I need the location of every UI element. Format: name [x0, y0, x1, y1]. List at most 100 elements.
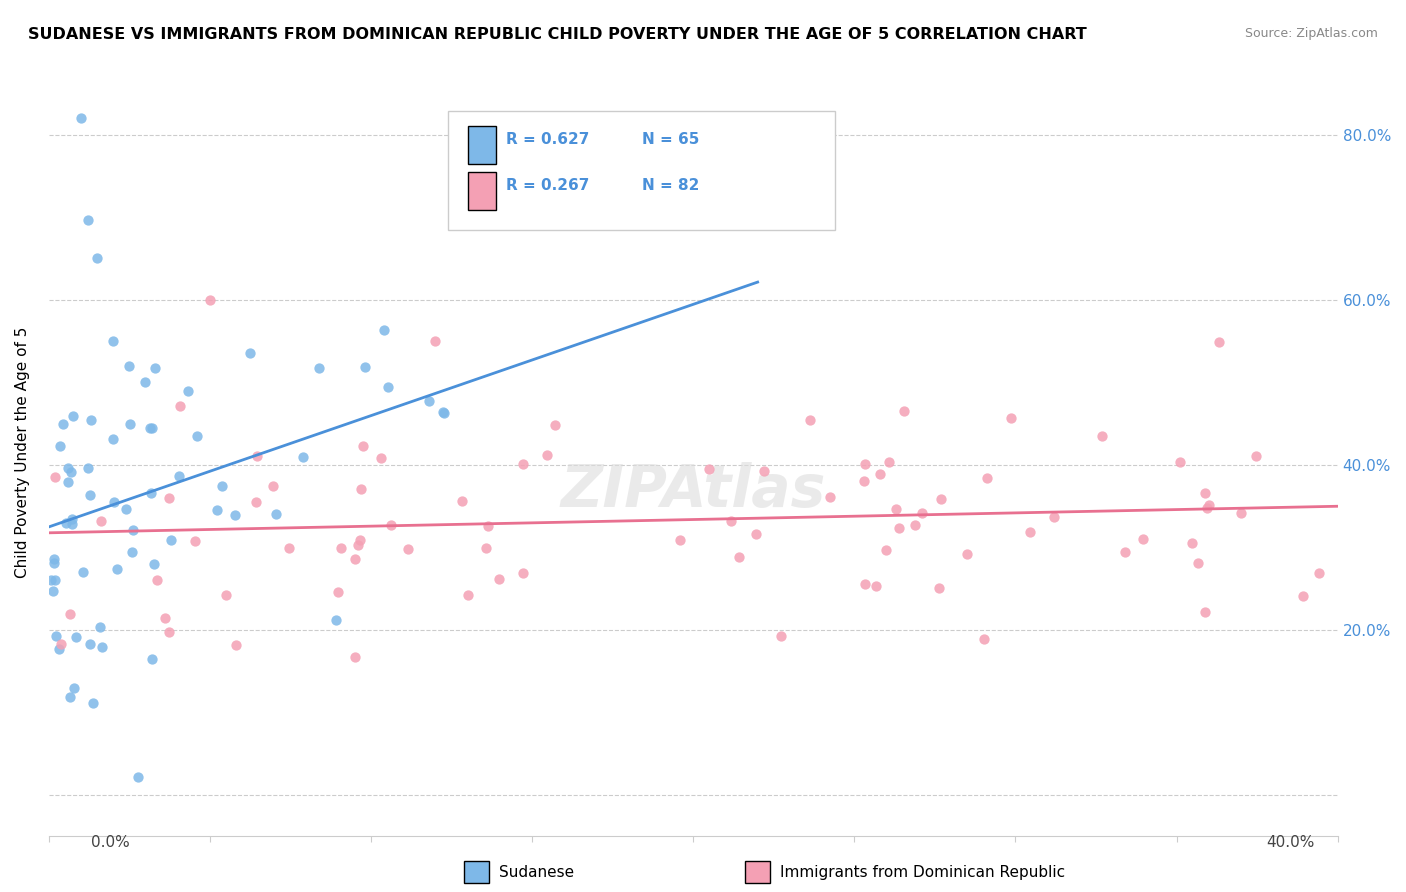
- Point: [344, 552, 367, 566]
- Point: [911, 506, 934, 520]
- Y-axis label: Child Poverty Under the Age of 5: Child Poverty Under the Age of 5: [15, 326, 30, 578]
- Point: [120, 417, 142, 431]
- Point: [59, 690, 82, 705]
- Point: [82, 697, 104, 711]
- Text: Immigrants from Dominican Republic: Immigrants from Dominican Republic: [780, 865, 1066, 880]
- Point: [853, 457, 876, 471]
- Point: [308, 361, 330, 376]
- Point: [101, 432, 124, 446]
- Point: [852, 474, 875, 488]
- Point: [1198, 499, 1220, 513]
- Text: Sudanese: Sudanese: [499, 865, 574, 880]
- Point: [380, 518, 402, 533]
- Point: [433, 406, 456, 420]
- Point: [176, 384, 198, 398]
- Point: [184, 534, 207, 549]
- Point: [186, 429, 208, 443]
- Point: [44, 469, 66, 483]
- FancyBboxPatch shape: [468, 172, 496, 211]
- Point: [477, 519, 499, 533]
- Point: [668, 533, 690, 547]
- FancyBboxPatch shape: [449, 111, 835, 229]
- Point: [349, 533, 371, 547]
- Point: [245, 495, 267, 509]
- Point: [373, 323, 395, 337]
- Point: [354, 360, 377, 375]
- Point: [418, 393, 440, 408]
- Point: [370, 451, 392, 466]
- Text: ZIPAtlas: ZIPAtlas: [561, 462, 825, 519]
- Point: [720, 514, 742, 528]
- Point: [159, 491, 181, 506]
- Point: [141, 486, 163, 500]
- Point: [432, 405, 454, 419]
- Point: [121, 545, 143, 559]
- Point: [45, 629, 67, 643]
- Point: [728, 549, 751, 564]
- Text: 40.0%: 40.0%: [1267, 836, 1315, 850]
- Point: [44, 573, 66, 587]
- Point: [215, 588, 238, 602]
- Point: [1000, 411, 1022, 425]
- Point: [48, 642, 70, 657]
- Point: [103, 494, 125, 508]
- Point: [146, 574, 169, 588]
- Point: [1181, 536, 1204, 550]
- Point: [770, 629, 793, 643]
- Point: [55, 516, 77, 530]
- Point: [127, 770, 149, 784]
- Point: [56, 461, 79, 475]
- Point: [141, 652, 163, 666]
- Point: [745, 526, 768, 541]
- Point: [853, 577, 876, 591]
- Point: [352, 439, 374, 453]
- Point: [80, 413, 103, 427]
- Point: [1194, 486, 1216, 500]
- Point: [1187, 556, 1209, 570]
- Point: [1208, 334, 1230, 349]
- Point: [56, 475, 79, 489]
- Text: Source: ZipAtlas.com: Source: ZipAtlas.com: [1244, 27, 1378, 40]
- Point: [291, 450, 314, 465]
- Point: [886, 501, 908, 516]
- Point: [143, 558, 166, 572]
- Point: [1091, 428, 1114, 442]
- Point: [425, 334, 447, 348]
- Point: [457, 588, 479, 602]
- Point: [167, 469, 190, 483]
- Point: [70, 111, 93, 125]
- Point: [76, 461, 98, 475]
- Point: [956, 547, 979, 561]
- Point: [326, 584, 349, 599]
- Point: [544, 418, 567, 433]
- Point: [875, 543, 897, 558]
- Point: [512, 566, 534, 580]
- Point: [1195, 500, 1218, 515]
- Point: [263, 479, 285, 493]
- Point: [1043, 510, 1066, 524]
- Point: [929, 491, 952, 506]
- Point: [246, 449, 269, 463]
- Point: [90, 640, 112, 654]
- Point: [115, 502, 138, 516]
- Point: [160, 533, 183, 547]
- Point: [121, 524, 143, 538]
- Point: [79, 637, 101, 651]
- Text: R = 0.267: R = 0.267: [506, 178, 589, 193]
- Point: [1194, 605, 1216, 619]
- Point: [63, 681, 86, 696]
- Point: [211, 479, 233, 493]
- Point: [224, 508, 246, 522]
- Point: [118, 359, 141, 373]
- Point: [62, 409, 84, 424]
- Point: [1308, 566, 1330, 580]
- Point: [65, 630, 87, 644]
- Point: [697, 462, 720, 476]
- Point: [49, 439, 72, 453]
- Point: [198, 293, 221, 307]
- Point: [90, 514, 112, 528]
- Point: [889, 521, 911, 535]
- Point: [153, 610, 176, 624]
- Point: [89, 620, 111, 634]
- Text: SUDANESE VS IMMIGRANTS FROM DOMINICAN REPUBLIC CHILD POVERTY UNDER THE AGE OF 5 : SUDANESE VS IMMIGRANTS FROM DOMINICAN RE…: [28, 27, 1087, 42]
